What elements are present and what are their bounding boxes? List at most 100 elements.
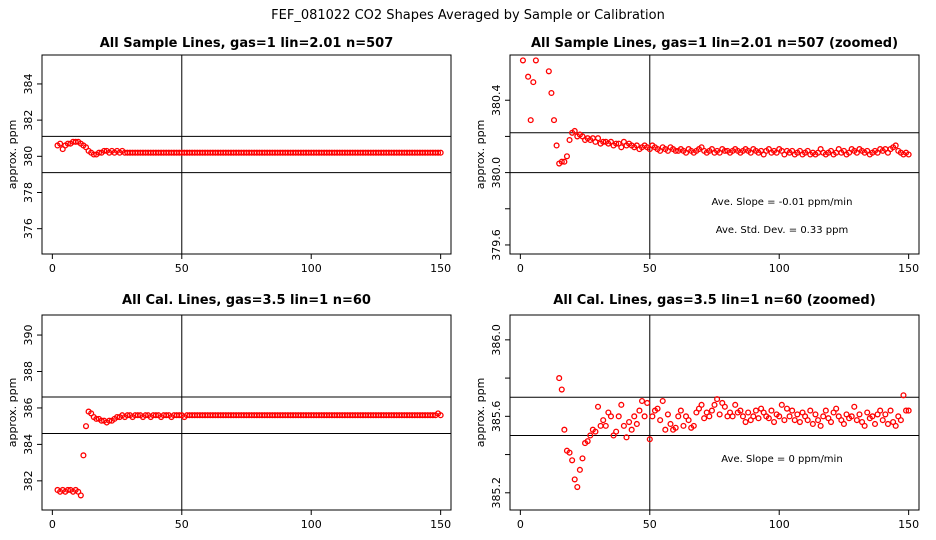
data-point xyxy=(745,409,752,416)
data-point xyxy=(615,413,622,420)
data-point xyxy=(64,486,71,494)
x-tick-label: 100 xyxy=(301,262,322,275)
data-point xyxy=(556,375,563,382)
data-point xyxy=(163,412,170,419)
data-point xyxy=(553,142,560,149)
data-point xyxy=(662,426,669,433)
data-point xyxy=(701,415,708,422)
data-point xyxy=(851,403,858,410)
chart-annotation: Ave. Slope = -0.01 ppm/min xyxy=(712,197,853,208)
data-point xyxy=(600,417,607,424)
data-point xyxy=(527,117,534,124)
x-tick-label: 0 xyxy=(49,518,56,531)
plot-frame xyxy=(41,54,452,255)
data-point xyxy=(532,57,539,64)
data-point xyxy=(429,412,436,419)
data-point xyxy=(657,417,664,424)
data-point xyxy=(840,420,847,428)
data-point xyxy=(574,484,581,491)
data-point xyxy=(437,149,444,156)
data-point xyxy=(903,407,910,414)
data-point xyxy=(827,419,835,426)
data-point xyxy=(95,149,102,156)
y-tick-label: 388 xyxy=(22,361,35,382)
data-point xyxy=(664,411,671,418)
data-point xyxy=(768,407,775,414)
data-point xyxy=(631,413,638,420)
data-point xyxy=(755,415,762,422)
data-point xyxy=(864,409,871,416)
data-point xyxy=(636,407,643,414)
data-point xyxy=(600,138,607,145)
data-point xyxy=(437,412,444,419)
data-point xyxy=(649,413,656,420)
y-tick-label: 386.0 xyxy=(490,324,503,356)
y-axis-label: approx. ppm xyxy=(6,378,19,448)
data-point xyxy=(638,397,646,405)
data-point xyxy=(672,147,679,154)
chart-title: All Sample Lines, gas=1 lin=2.01 n=507 xyxy=(100,36,394,51)
plot-frame xyxy=(509,314,920,511)
y-axis-label: approx. ppm xyxy=(474,378,487,448)
data-point xyxy=(708,407,715,414)
data-point xyxy=(607,413,615,420)
data-point xyxy=(633,420,640,428)
chart-title: All Cal. Lines, gas=3.5 lin=1 n=60 (zoom… xyxy=(553,293,875,308)
data-point xyxy=(93,415,100,422)
plot-frame xyxy=(509,54,920,255)
data-point xyxy=(783,405,791,412)
data-point xyxy=(856,411,863,418)
data-point xyxy=(833,405,840,412)
data-point xyxy=(897,417,904,424)
data-point xyxy=(677,407,684,414)
data-point xyxy=(905,407,912,414)
data-point xyxy=(848,413,855,420)
data-point xyxy=(861,422,868,429)
data-point xyxy=(644,399,651,406)
data-point xyxy=(613,428,620,435)
x-tick-label: 0 xyxy=(517,262,524,275)
x-tick-label: 150 xyxy=(898,518,919,531)
y-tick-label: 380.4 xyxy=(490,84,503,116)
data-point xyxy=(548,89,555,97)
x-tick-label: 150 xyxy=(898,262,919,275)
plot-frame xyxy=(41,314,452,511)
y-tick-label: 378 xyxy=(22,182,35,203)
data-point xyxy=(752,407,759,414)
data-point xyxy=(558,158,565,165)
data-point xyxy=(646,436,653,443)
data-point xyxy=(716,411,723,418)
data-point xyxy=(579,455,586,462)
data-point xyxy=(530,79,537,86)
data-point xyxy=(680,422,687,429)
data-point xyxy=(576,466,583,473)
data-point xyxy=(124,412,131,419)
y-tick-label: 379.6 xyxy=(490,229,503,260)
data-point xyxy=(887,407,894,414)
data-point xyxy=(905,151,912,158)
data-point xyxy=(550,117,558,124)
y-axis-label: approx. ppm xyxy=(474,120,487,190)
y-tick-label: 380.0 xyxy=(490,157,503,189)
y-tick-label: 386 xyxy=(22,397,35,418)
data-point xyxy=(618,401,625,408)
chart-panel: All Sample Lines, gas=1 lin=2.01 n=507 (… xyxy=(474,36,920,275)
data-point xyxy=(620,422,627,429)
data-point xyxy=(765,415,772,422)
data-point xyxy=(742,419,749,426)
chart-annotation: Ave. Slope = 0 ppm/min xyxy=(721,454,842,465)
data-point xyxy=(794,411,801,418)
data-point xyxy=(641,413,648,420)
data-point xyxy=(778,401,785,408)
y-tick-label: 384 xyxy=(22,434,35,455)
data-point xyxy=(602,422,609,429)
data-point xyxy=(152,412,159,419)
data-point xyxy=(882,411,889,418)
data-point xyxy=(77,492,84,499)
data-point xyxy=(791,417,798,424)
data-point xyxy=(90,151,97,158)
data-point xyxy=(853,417,860,424)
data-point xyxy=(706,413,713,420)
y-axis-label: approx. ppm xyxy=(6,120,19,190)
data-point xyxy=(597,422,604,429)
